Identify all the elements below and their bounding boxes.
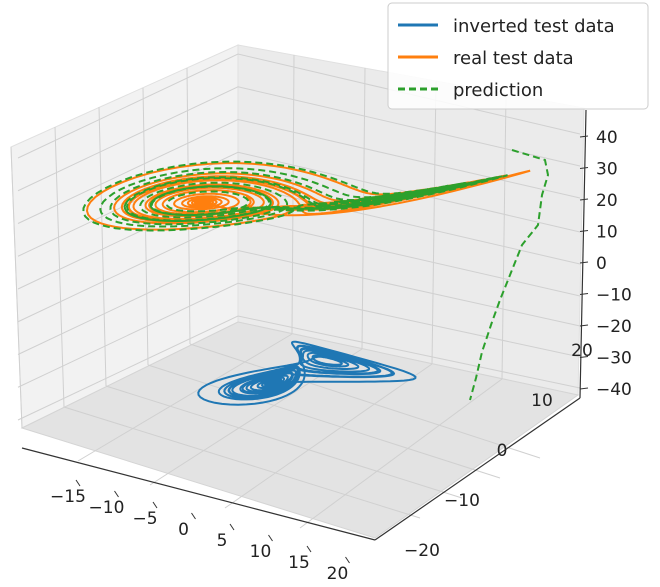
grid-line <box>98 106 107 387</box>
x-tick-mark <box>229 523 235 531</box>
y-tick-labels: −20 −10 0 10 20 <box>404 341 593 561</box>
grid-line <box>431 80 437 365</box>
grid-line <box>17 249 581 355</box>
z-tick-mark <box>579 135 589 138</box>
x-tick-label: 20 <box>327 564 349 584</box>
z-tick-label: −10 <box>596 286 632 306</box>
x-tick-label: 10 <box>250 542 272 562</box>
z-tick-mark <box>579 293 589 295</box>
x-tick-label: −15 <box>50 487 86 507</box>
z-tick-labels: −40 −30 −20 −10 0 10 20 30 40 <box>579 128 632 400</box>
x-tick-labels: −15−10 −5 0 5 10 15 20 <box>50 479 350 584</box>
y-axis-line <box>374 397 581 541</box>
legend: inverted test data real test data predic… <box>387 2 649 110</box>
z-tick-mark <box>579 198 589 201</box>
x-tick-label: 5 <box>217 531 228 551</box>
z-axis-line <box>579 109 587 399</box>
x-tick-mark <box>306 545 312 553</box>
z-tick-mark <box>579 167 589 169</box>
grid-line <box>501 93 507 380</box>
x-tick-mark <box>268 534 273 542</box>
grid-line <box>63 406 421 519</box>
x-tick-mark <box>152 501 158 509</box>
y-tick-label: −20 <box>404 541 440 561</box>
z-tick-mark <box>579 387 589 390</box>
x-tick-label: 15 <box>288 553 310 573</box>
z-tick-mark <box>579 230 589 232</box>
grid-lines <box>10 53 581 529</box>
x-tick-label: −10 <box>89 498 125 518</box>
x-tick-label: 0 <box>178 520 189 540</box>
z-tick-label: 20 <box>596 191 618 211</box>
x-tick-mark <box>191 512 196 520</box>
grid-line <box>224 363 433 509</box>
grid-line <box>17 86 581 192</box>
grid-line <box>189 343 541 459</box>
z-tick-mark <box>579 356 589 358</box>
z-tick-label: 0 <box>596 254 607 274</box>
legend-label-prediction: prediction <box>453 80 543 101</box>
axis-lines <box>21 109 587 541</box>
grid-line <box>299 378 503 529</box>
grid-line <box>77 333 293 462</box>
grid-line <box>17 282 581 388</box>
grid-line <box>142 87 149 366</box>
legend-label-inverted: inverted test data <box>453 16 615 37</box>
grid-line <box>17 118 581 224</box>
z-tick-label: 40 <box>596 128 618 148</box>
legend-box <box>387 2 649 110</box>
x-tick-mark <box>114 490 119 498</box>
x-tick-mark <box>345 556 350 564</box>
x-tick-mark <box>75 479 81 487</box>
z-tick-label: −30 <box>596 349 632 369</box>
z-tick-mark <box>579 261 589 264</box>
pane-floor <box>20 321 580 539</box>
z-tick-label: −40 <box>596 380 632 400</box>
series-inverted-test-data <box>197 340 417 406</box>
grid-line <box>10 146 23 429</box>
grid-line <box>54 126 65 408</box>
y-tick-label: 0 <box>497 441 508 461</box>
z-tick-label: 10 <box>596 223 618 243</box>
grid-line <box>291 54 295 335</box>
grid-line <box>17 151 581 257</box>
series-prediction <box>82 149 550 401</box>
curves <box>82 149 550 406</box>
z-tick-mark <box>579 324 589 327</box>
x-tick-label: −5 <box>132 509 157 529</box>
y-tick-label: 10 <box>531 391 553 411</box>
x-axis-line <box>21 447 376 541</box>
y-tick-label: −10 <box>444 491 480 511</box>
grid-line <box>17 315 581 421</box>
grid-line <box>105 385 463 499</box>
z-tick-label: 30 <box>596 160 618 180</box>
y-tick-label: 20 <box>571 341 593 361</box>
z-tick-label: −20 <box>596 317 632 337</box>
legend-label-real: real test data <box>453 48 574 69</box>
